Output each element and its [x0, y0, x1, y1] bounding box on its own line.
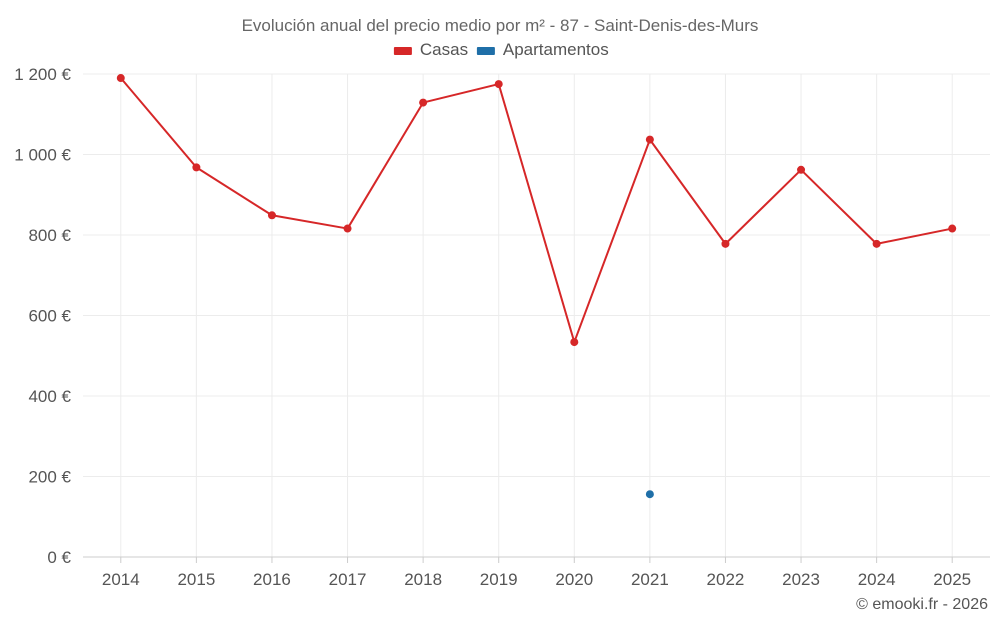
- data-point-casas-2015[interactable]: [192, 163, 201, 172]
- axes: 0 € 200 € 400 € 600 € 800 € 1 000 € 1 200 € 201…: [14, 65, 990, 589]
- data-point-casas-2021[interactable]: [645, 135, 654, 144]
- y-tick-label: 400 €: [28, 387, 71, 406]
- x-tick-label: 2019: [480, 570, 518, 589]
- legend-swatch-apartamentos[interactable]: [476, 47, 495, 55]
- x-tick-label: 2020: [555, 570, 593, 589]
- x-tick-label: 2014: [102, 570, 140, 589]
- x-tick-label: 2023: [782, 570, 820, 589]
- data-point-casas-2018[interactable]: [419, 98, 428, 107]
- x-tick-label: 2015: [177, 570, 215, 589]
- legend-swatch-casas[interactable]: [393, 47, 412, 55]
- x-tick-label: 2016: [253, 570, 291, 589]
- series-casas: [116, 74, 957, 347]
- legend-label-casas[interactable]: Casas: [420, 40, 468, 59]
- series: [116, 74, 957, 499]
- chart-title: Evolución anual del precio medio por m² …: [242, 16, 759, 35]
- x-tick-label: 2021: [631, 570, 669, 589]
- x-tick-label: 2025: [933, 570, 971, 589]
- data-point-casas-2016[interactable]: [267, 211, 276, 220]
- data-point-apartamentos-2021[interactable]: [645, 490, 654, 499]
- x-tick-label: 2024: [858, 570, 896, 589]
- data-point-casas-2019[interactable]: [494, 80, 503, 89]
- y-tick-label: 1 200 €: [14, 65, 71, 84]
- data-point-casas-2025[interactable]: [948, 224, 957, 233]
- data-point-casas-2023[interactable]: [797, 165, 806, 174]
- y-tick-label: 200 €: [28, 468, 71, 487]
- y-tick-label: 600 €: [28, 307, 71, 326]
- legend[interactable]: Casas Apartamentos: [393, 40, 609, 59]
- data-point-casas-2024[interactable]: [872, 239, 881, 248]
- x-tick-label: 2018: [404, 570, 442, 589]
- x-tick-label: 2022: [707, 570, 745, 589]
- data-point-casas-2017[interactable]: [343, 224, 352, 233]
- x-tick-label: 2017: [329, 570, 367, 589]
- series-line-casas: [120, 77, 953, 344]
- y-tick-label: 800 €: [28, 226, 71, 245]
- legend-label-apartamentos[interactable]: Apartamentos: [503, 40, 609, 59]
- data-point-casas-2022[interactable]: [721, 239, 730, 248]
- y-tick-label: 1 000 €: [14, 146, 71, 165]
- series-apartamentos: [645, 490, 654, 499]
- data-point-casas-2020[interactable]: [570, 338, 579, 347]
- data-point-casas-2014[interactable]: [116, 74, 125, 83]
- credit-text: © emooki.fr - 2026: [856, 596, 988, 613]
- y-tick-label: 0 €: [47, 548, 71, 567]
- grid: [83, 73, 990, 557]
